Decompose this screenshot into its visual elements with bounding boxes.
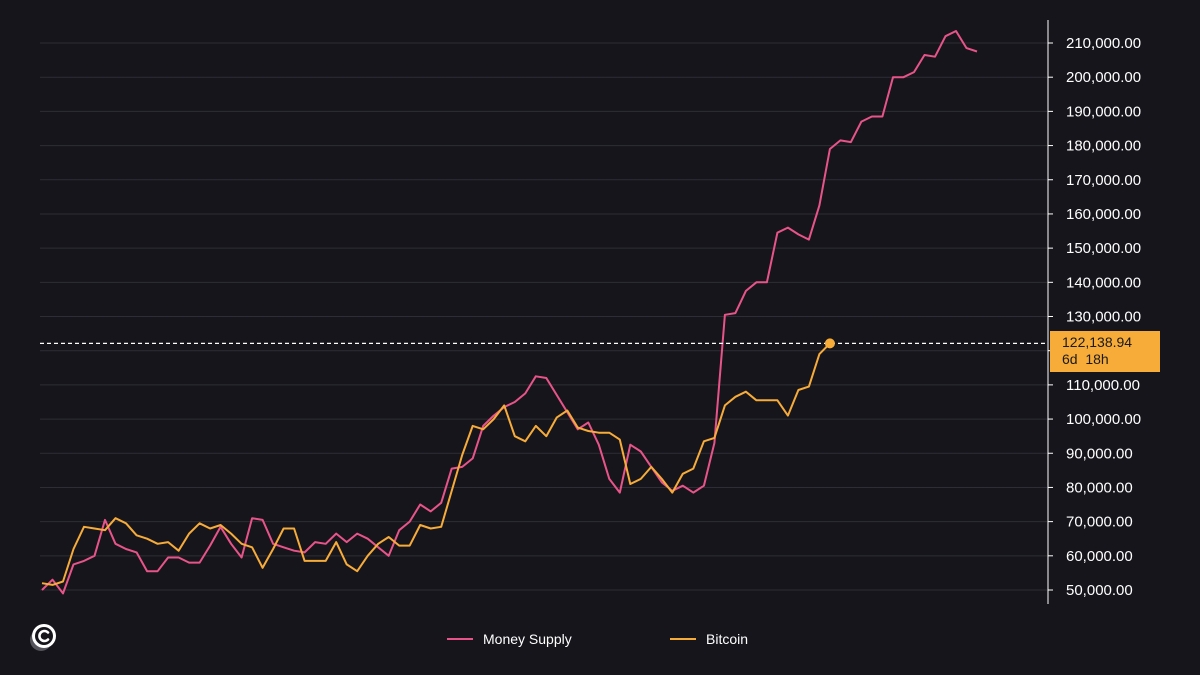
y-tick-label: 90,000.00 [1066, 445, 1133, 462]
series-line-money-supply [41, 30, 978, 595]
series-line-bitcoin [41, 342, 831, 586]
y-tick-label: 80,000.00 [1066, 479, 1133, 496]
y-tick-label: 140,000.00 [1066, 274, 1141, 291]
y-tick-label: 110,000.00 [1066, 377, 1140, 394]
y-tick-label: 180,000.00 [1066, 138, 1141, 155]
grid-lines [40, 42, 1048, 591]
y-axis: 50,000.00 60,000.00 70,000.00 80,000.00 90,0… [1047, 20, 1141, 604]
current-price-dot [824, 338, 835, 349]
y-tick-label: 70,000.00 [1066, 514, 1133, 531]
y-tick-label: 60,000.00 [1066, 548, 1133, 565]
y-tick-label: 200,000.00 [1066, 69, 1141, 86]
candle-countdown: 6d 18h [1062, 351, 1109, 367]
legend-item-money-supply[interactable]: Money Supply [447, 628, 572, 650]
legend-item-bitcoin[interactable]: Bitcoin [670, 628, 748, 650]
legend-swatch-money-supply [447, 638, 473, 640]
legend-label-money-supply: Money Supply [483, 631, 572, 647]
series-lines [41, 30, 978, 595]
y-tick-label: 160,000.00 [1066, 206, 1141, 223]
current-price-badge: 122,138.94 6d 18h [1050, 331, 1160, 372]
y-tick-label: 190,000.00 [1066, 103, 1141, 120]
y-tick-label: 150,000.00 [1066, 240, 1141, 257]
legend-label-bitcoin: Bitcoin [706, 631, 749, 647]
y-tick-label: 50,000.00 [1066, 582, 1133, 599]
c-logo-icon [30, 624, 56, 651]
y-tick-label: 210,000.00 [1066, 35, 1141, 52]
legend-swatch-bitcoin [670, 638, 696, 640]
y-tick-label: 130,000.00 [1066, 309, 1141, 326]
current-price-value: 122,138.94 [1062, 334, 1133, 350]
y-tick-label: 170,000.00 [1066, 172, 1141, 189]
y-tick-label: 100,000.00 [1066, 411, 1141, 428]
chart-legend: Money Supply Bitcoin [0, 628, 1200, 652]
current-marker [40, 338, 1048, 349]
